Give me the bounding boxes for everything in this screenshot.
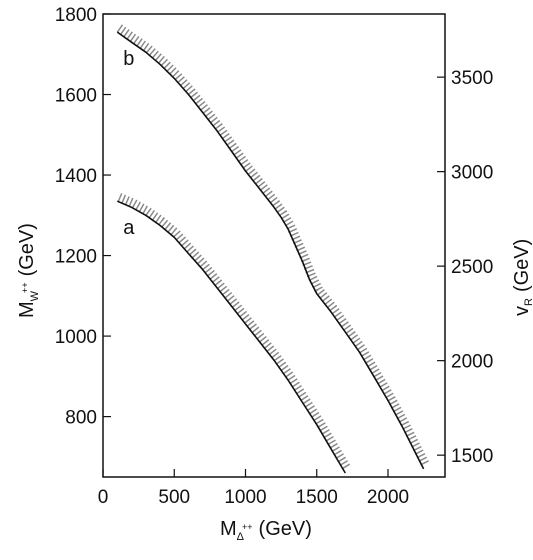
- y-tick-label: 1200: [55, 247, 97, 268]
- series-a: a: [116, 193, 352, 474]
- y-tick-label: 1400: [55, 166, 97, 187]
- y2-tick-label: 2500: [451, 257, 493, 278]
- y2-tick-label: 3000: [451, 163, 493, 184]
- x-tick-label: 500: [158, 487, 190, 508]
- y2-axis-title: vR(GeV): [511, 239, 533, 316]
- x-axis-title: MΔ++ (GeV): [220, 518, 312, 543]
- y-axis-title: MW++(GeV): [16, 223, 41, 318]
- y-tick-label: 1800: [55, 5, 97, 26]
- series-b: b: [116, 24, 430, 470]
- y2-tick-label: 1500: [451, 446, 493, 467]
- y-tick-label: 1600: [55, 86, 97, 107]
- y2-tick-label: 2000: [451, 352, 493, 373]
- series-b-hatch: [116, 24, 430, 467]
- series-a-line: [116, 200, 346, 474]
- x-tick-label: 0: [98, 487, 109, 508]
- series-a-hatch: [117, 193, 352, 472]
- x-tick-label: 2000: [367, 487, 409, 508]
- x-tick-label: 1000: [224, 487, 266, 508]
- x-tick-label: 1500: [296, 487, 338, 508]
- ticks: 0 500 1000 1500 2000 800 1000 1200 1400 1600 1800 1…: [55, 5, 494, 508]
- series-b-line: [116, 31, 425, 470]
- y-tick-label: 1000: [55, 327, 97, 348]
- y2-tick-label: 3500: [451, 68, 493, 89]
- plot-frame: [102, 13, 446, 478]
- curves: ba: [116, 24, 430, 474]
- series-b-label: b: [123, 48, 134, 70]
- series-a-label: a: [123, 217, 135, 239]
- y-tick-label: 800: [65, 408, 97, 429]
